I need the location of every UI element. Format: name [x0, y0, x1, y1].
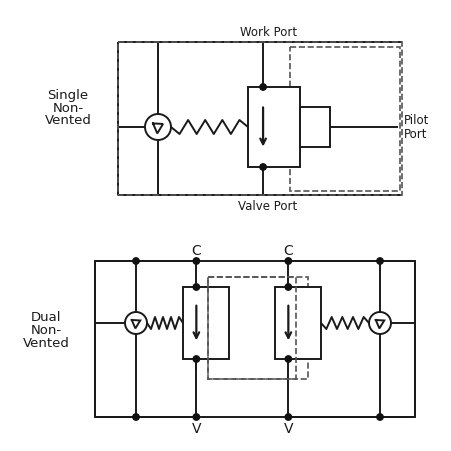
- Circle shape: [193, 356, 199, 363]
- Bar: [248, 88, 299, 168]
- Circle shape: [285, 284, 291, 290]
- Text: Single: Single: [47, 88, 88, 101]
- Circle shape: [376, 414, 382, 420]
- Text: V: V: [283, 421, 292, 435]
- Text: Non-: Non-: [52, 101, 83, 114]
- Bar: [95, 262, 414, 417]
- Circle shape: [285, 414, 291, 420]
- Text: Valve Port: Valve Port: [238, 199, 297, 212]
- Text: Work Port: Work Port: [239, 26, 296, 39]
- Circle shape: [285, 356, 291, 363]
- Circle shape: [259, 85, 266, 91]
- Bar: [183, 287, 229, 359]
- Text: Pilot: Pilot: [403, 114, 428, 127]
- Circle shape: [259, 165, 266, 171]
- Bar: [274, 287, 320, 359]
- Circle shape: [193, 414, 199, 420]
- Text: Dual: Dual: [31, 311, 61, 324]
- Circle shape: [133, 414, 139, 420]
- Circle shape: [193, 258, 199, 265]
- Circle shape: [285, 258, 291, 265]
- Bar: [290, 48, 399, 192]
- Text: Port: Port: [403, 128, 427, 141]
- Circle shape: [133, 258, 139, 265]
- Text: C: C: [283, 244, 293, 258]
- Circle shape: [193, 284, 199, 290]
- Text: C: C: [191, 244, 201, 258]
- Bar: [299, 108, 329, 147]
- Text: Vented: Vented: [45, 114, 91, 127]
- Text: Vented: Vented: [23, 337, 69, 350]
- Bar: [118, 43, 401, 196]
- Bar: [208, 277, 295, 379]
- Text: V: V: [191, 421, 201, 435]
- Text: Non-: Non-: [30, 324, 61, 337]
- Bar: [208, 277, 308, 379]
- Circle shape: [376, 258, 382, 265]
